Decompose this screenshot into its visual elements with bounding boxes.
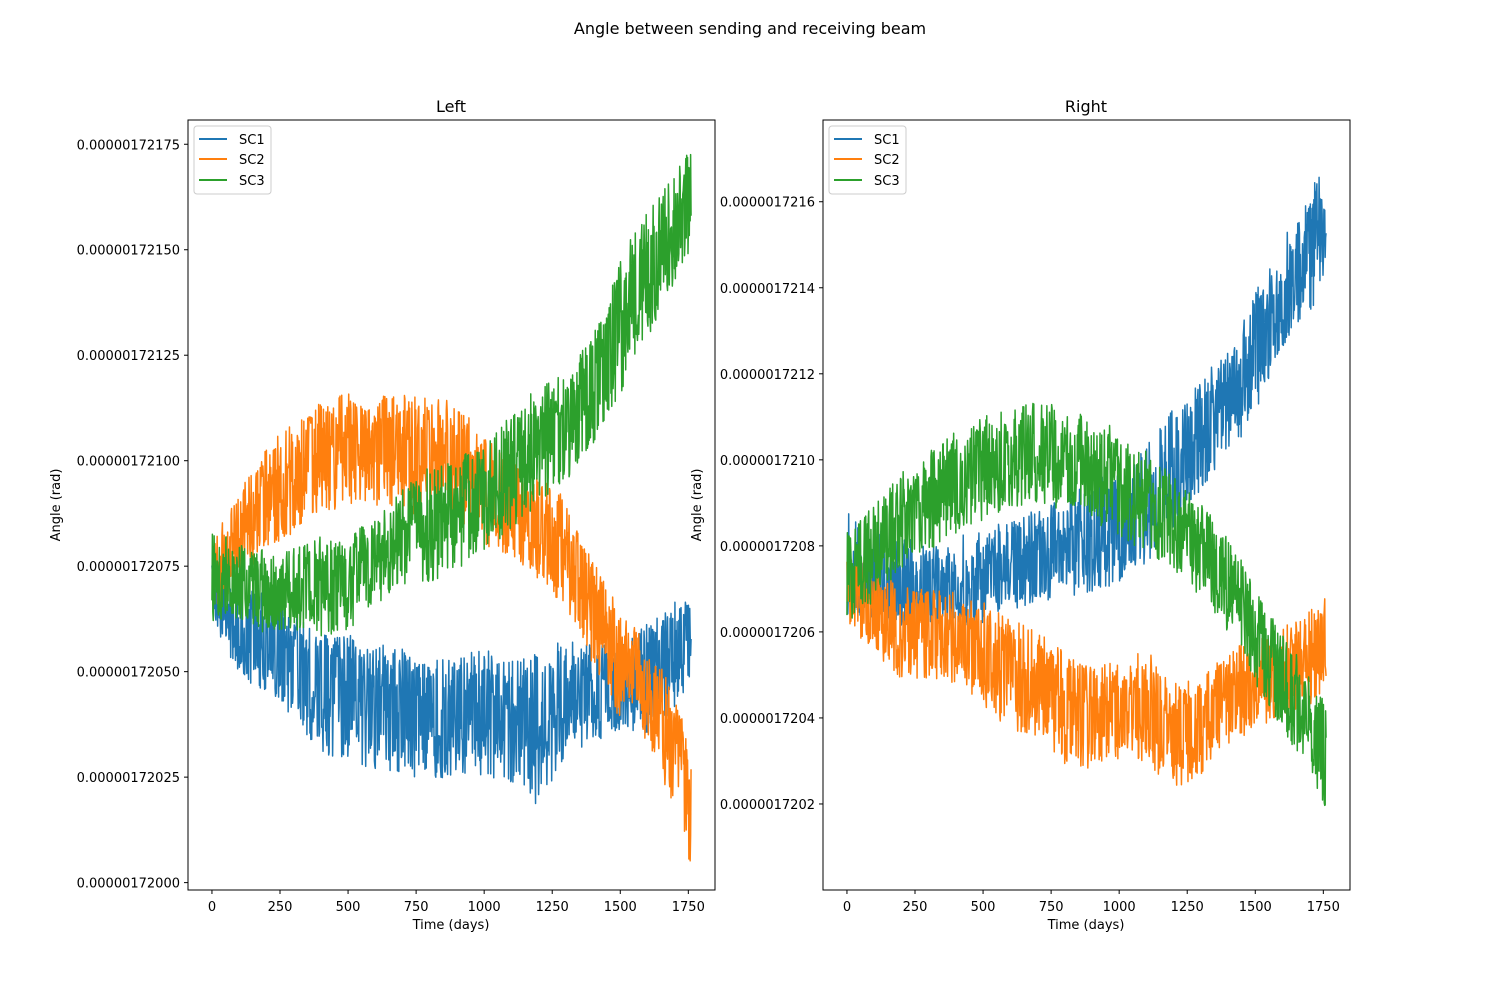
left-subplot: Left 0 250 500 750 1000 1250 1500 1750 0.000001… (49, 97, 716, 933)
right-series-sc2-line (846, 542, 1327, 786)
left-x-tick-label: 1250 (536, 900, 569, 915)
left-x-tick-label: 1500 (604, 900, 637, 915)
left-y-tick-label: 0.00000172025 (77, 771, 180, 786)
right-x-tick-label: 500 (971, 900, 996, 915)
left-y-tick-label: 0.00000172050 (77, 666, 180, 681)
left-axes-frame (187, 119, 716, 891)
right-x-axis-label: Time (days) (1047, 918, 1125, 933)
left-x-axis-label: Time (days) (412, 918, 490, 933)
right-subplot: Right 0 250 500 750 1000 1250 1500 1750 0.00000… (690, 97, 1351, 933)
left-y-tick-label: 0.00000172175 (77, 138, 180, 153)
left-legend-sc1-label: SC1 (239, 133, 265, 148)
left-subplot-title: Left (436, 97, 466, 116)
right-x-tick-label: 0 (843, 900, 851, 915)
right-subplot-title: Right (1065, 97, 1107, 116)
left-series-sc3-line (211, 153, 692, 637)
left-legend-sc3-label: SC3 (239, 174, 265, 189)
figure-title: Angle between sending and receiving beam (574, 19, 926, 38)
right-legend-sc2-label: SC2 (874, 153, 900, 168)
left-x-tick-label: 250 (268, 900, 293, 915)
right-y-tick-label: 0.0000017204 (720, 712, 815, 727)
left-x-tick-label: 750 (404, 900, 429, 915)
left-x-tick-label: 0 (208, 900, 216, 915)
left-x-tick-label: 1750 (672, 900, 705, 915)
right-y-tick-label: 0.0000017210 (720, 454, 815, 469)
left-legend: SC1 SC2 SC3 (193, 125, 272, 195)
right-y-tick-label: 0.0000017208 (720, 540, 815, 555)
right-x-tick-label: 1000 (1103, 900, 1136, 915)
left-x-tick-label: 1000 (468, 900, 501, 915)
right-legend-box (828, 125, 907, 195)
right-legend-sc1-label: SC1 (874, 133, 900, 148)
left-y-ticks: 0.00000172000 0.00000172025 0.00000172050 0… (77, 138, 188, 892)
left-plot-lines (211, 153, 692, 862)
right-x-tick-label: 1250 (1171, 900, 1204, 915)
left-y-tick-label: 0.00000172125 (77, 349, 180, 364)
left-y-tick-label: 0.00000172075 (77, 560, 180, 575)
right-plot-lines (846, 176, 1327, 807)
right-series-sc3-line (846, 402, 1327, 807)
left-y-tick-label: 0.00000172100 (77, 455, 180, 470)
right-y-tick-label: 0.0000017202 (720, 798, 815, 813)
right-y-ticks: 0.0000017202 0.0000017204 0.0000017206 0.00… (720, 196, 823, 813)
right-y-axis-label: Angle (rad) (690, 469, 705, 542)
left-x-tick-label: 500 (336, 900, 361, 915)
right-y-tick-label: 0.0000017216 (720, 196, 815, 211)
left-legend-sc2-label: SC2 (239, 153, 265, 168)
right-legend-sc3-label: SC3 (874, 174, 900, 189)
left-y-axis-label: Angle (rad) (49, 469, 64, 542)
right-y-tick-label: 0.0000017214 (720, 282, 815, 297)
right-axes-frame (822, 119, 1351, 891)
left-y-tick-label: 0.00000172150 (77, 244, 180, 259)
right-x-tick-label: 1750 (1307, 900, 1340, 915)
right-series-sc1-line (846, 176, 1327, 628)
right-x-tick-label: 750 (1039, 900, 1064, 915)
left-x-ticks: 0 250 500 750 1000 1250 1500 1750 (208, 890, 705, 915)
left-y-tick-label: 0.00000172000 (77, 877, 180, 892)
right-x-ticks: 0 250 500 750 1000 1250 1500 1750 (843, 890, 1340, 915)
right-legend: SC1 SC2 SC3 (828, 125, 907, 195)
right-x-tick-label: 1500 (1239, 900, 1272, 915)
right-y-tick-label: 0.0000017206 (720, 626, 815, 641)
right-x-tick-label: 250 (903, 900, 928, 915)
left-series-sc1-line (211, 564, 692, 805)
right-y-tick-label: 0.0000017212 (720, 368, 815, 383)
left-legend-box (193, 125, 272, 195)
